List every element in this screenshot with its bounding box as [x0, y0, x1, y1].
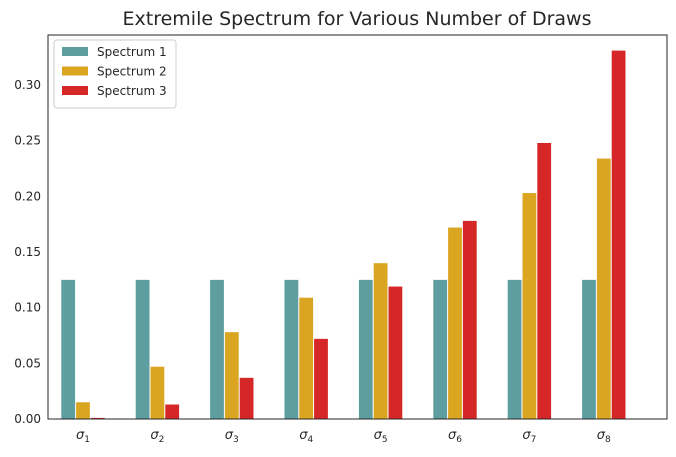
legend-label-2: Spectrum 2 — [97, 65, 167, 79]
bar-s1-c6 — [433, 279, 448, 419]
x-tick-base: σ — [522, 428, 531, 443]
y-tick-label: 0.00 — [14, 412, 41, 426]
series-3-bars — [90, 50, 626, 419]
x-tick-label: σ7 — [522, 428, 536, 445]
bar-s2-c5 — [373, 263, 388, 419]
y-tick-label: 0.30 — [14, 78, 41, 92]
y-tick-label: 0.05 — [14, 356, 41, 370]
bar-s2-c3 — [224, 332, 239, 419]
x-tick-sub: 6 — [456, 435, 462, 445]
series-1-bars — [61, 279, 596, 419]
x-tick-base: σ — [225, 428, 234, 443]
bar-s3-c7 — [537, 142, 552, 419]
chart-title: Extremile Spectrum for Various Number of… — [123, 8, 592, 30]
x-tick-label: σ3 — [225, 428, 239, 445]
legend-swatch-1 — [62, 47, 88, 56]
x-tick-sub: 2 — [159, 435, 165, 445]
x-tick-sub: 8 — [605, 435, 611, 445]
bar-s1-c1 — [61, 279, 76, 419]
bar-s1-c7 — [507, 279, 522, 419]
x-tick-sub: 5 — [382, 435, 388, 445]
bar-s3-c8 — [611, 50, 626, 419]
x-tick-sub: 3 — [233, 435, 239, 445]
bar-s1-c2 — [135, 279, 150, 419]
bar-s2-c6 — [448, 227, 462, 419]
bar-s2-c7 — [522, 193, 537, 419]
y-tick-label: 0.10 — [14, 301, 41, 315]
bar-s1-c3 — [210, 279, 224, 419]
bar-s3-c1 — [90, 417, 105, 419]
bar-s2-c2 — [150, 366, 165, 419]
x-tick-label: σ1 — [76, 428, 90, 445]
legend-label-3: Spectrum 3 — [97, 84, 167, 98]
x-tick-sub: 7 — [531, 435, 537, 445]
x-tick-base: σ — [150, 428, 159, 443]
bar-s3-c6 — [462, 220, 477, 419]
legend: Spectrum 1 Spectrum 2 Spectrum 3 — [53, 39, 177, 109]
y-tick-label: 0.25 — [14, 134, 41, 148]
bar-s3-c5 — [388, 286, 403, 419]
x-tick-base: σ — [448, 428, 457, 443]
y-axis: 0.00 0.05 0.10 0.15 0.20 0.25 0.30 — [14, 78, 41, 426]
bar-s2-c8 — [596, 158, 611, 420]
plot-frame — [47, 34, 668, 420]
legend-label-1: Spectrum 1 — [97, 45, 167, 59]
bars-layer — [61, 50, 626, 420]
bar-s2-c4 — [299, 297, 314, 419]
bar-s1-c8 — [582, 279, 596, 419]
x-tick-sub: 4 — [307, 435, 313, 445]
x-tick-base: σ — [299, 428, 308, 443]
y-tick-label: 0.15 — [14, 245, 41, 259]
x-tick-label: σ8 — [597, 428, 611, 445]
bar-s2-c1 — [76, 402, 90, 419]
legend-swatch-3 — [62, 86, 88, 95]
legend-swatch-2 — [62, 66, 88, 76]
x-tick-label: σ5 — [374, 428, 388, 445]
bar-s1-c5 — [358, 279, 373, 419]
x-tick-base: σ — [76, 428, 85, 443]
x-tick-sub: 1 — [84, 435, 90, 445]
y-tick-label: 0.20 — [14, 189, 41, 203]
x-tick-label: σ4 — [299, 428, 313, 445]
x-tick-label: σ6 — [448, 428, 462, 445]
x-tick-label: σ2 — [150, 428, 164, 445]
bar-s3-c2 — [165, 404, 180, 419]
series-2-bars — [76, 158, 611, 420]
bar-s1-c4 — [284, 279, 299, 419]
x-axis: σ1 σ2 σ3 σ4 σ5 σ6 σ7 σ8 — [76, 428, 611, 445]
x-tick-base: σ — [374, 428, 383, 443]
x-tick-base: σ — [597, 428, 606, 443]
bar-s3-c4 — [314, 338, 328, 419]
bar-s3-c3 — [239, 377, 254, 419]
